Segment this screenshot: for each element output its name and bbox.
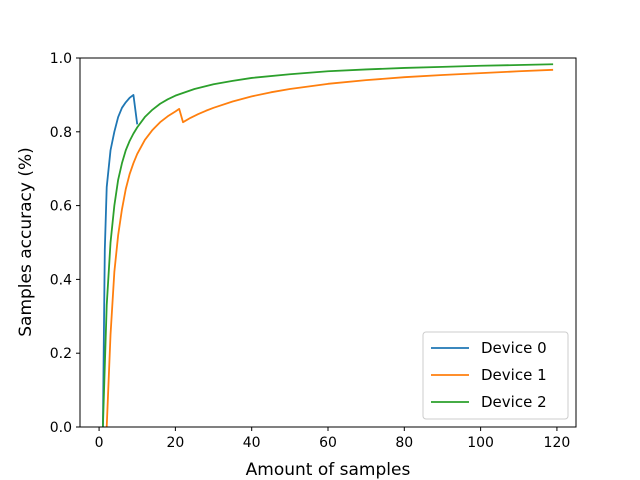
y-tick-label: 0.4 [50,272,72,288]
y-tick-label: 0.6 [50,199,72,215]
y-axis: 0.0 0.2 0.4 0.6 0.8 1.0 [50,51,80,436]
x-tick-label: 100 [467,435,494,451]
y-tick-label: 0.0 [50,420,72,436]
x-tick-label: 80 [395,435,413,451]
y-axis-label: Samples accuracy (%) [16,147,36,337]
x-tick-label: 0 [95,435,104,451]
legend-box [422,331,569,420]
x-tick-label: 20 [166,435,184,451]
y-tick-label: 0.2 [50,346,72,362]
y-tick-label: 0.8 [50,125,72,141]
x-axis: 0 20 40 60 80 100 120 [95,427,571,451]
series-line-device-1 [105,68,554,427]
x-tick-label: 60 [319,435,337,451]
y-tick-label: 1.0 [50,51,72,67]
legend-label: Device 1 [481,366,547,384]
x-tick-label: 40 [243,435,261,451]
x-axis-label: Amount of samples [246,460,411,480]
plot-lines [101,63,554,427]
legend-label: Device 0 [481,339,547,357]
legend-label: Device 2 [481,393,547,411]
legend: Device 0 Device 1 Device 2 [422,331,569,420]
series-line-device-0 [101,94,139,427]
x-tick-label: 120 [544,435,571,451]
series-line-device-2 [101,63,554,427]
